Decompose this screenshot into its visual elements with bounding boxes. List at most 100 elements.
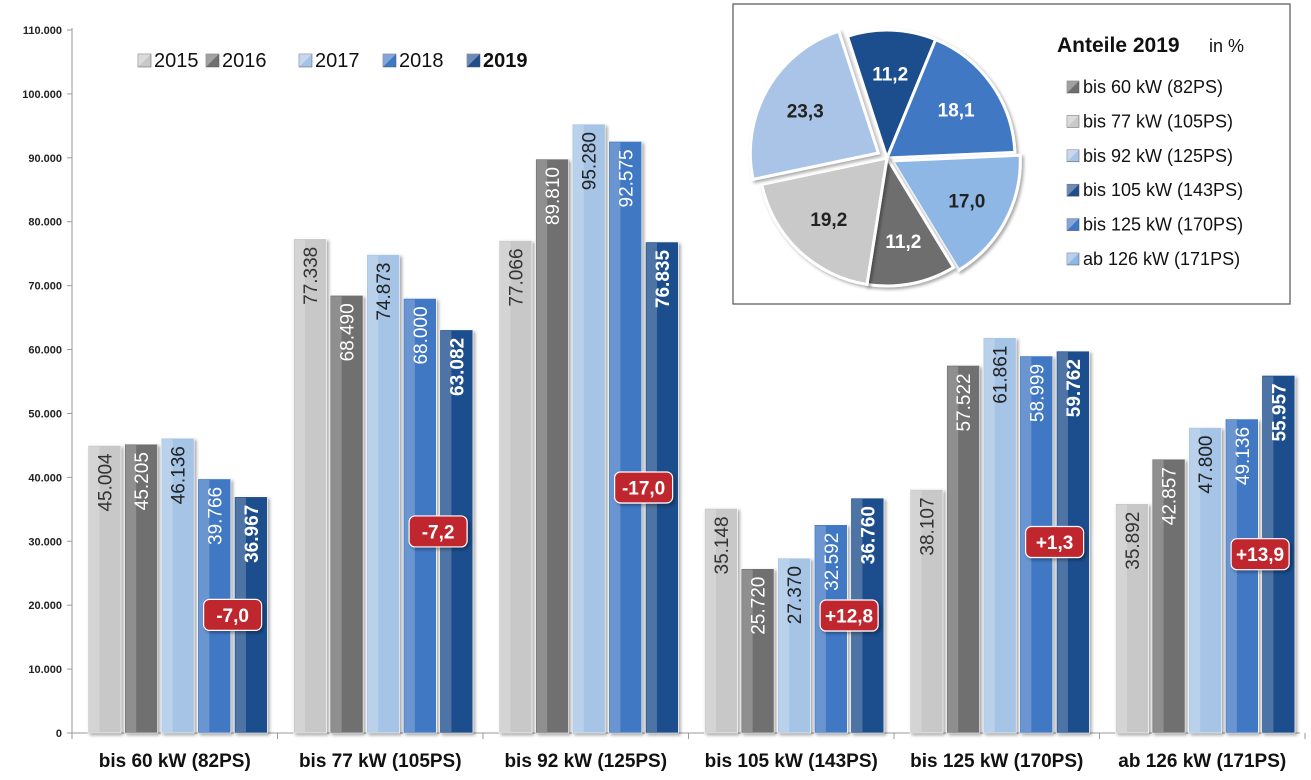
bar-value-label: 49.136 — [1233, 427, 1254, 485]
legend-swatch-shine — [383, 54, 396, 67]
legend-item-2019: 2019 — [466, 50, 528, 72]
pie-slice-6: 17,0 — [889, 153, 1022, 273]
legend-label: 2019 — [483, 50, 528, 72]
bar-value-label: 59.762 — [1064, 359, 1085, 417]
pie-slice-label: 19,2 — [810, 210, 847, 231]
pie-legend-swatch — [1066, 80, 1080, 94]
bar-body — [740, 568, 775, 734]
pie-slice-label: 11,2 — [885, 232, 921, 253]
legend-swatch-shine — [299, 54, 312, 67]
legend-swatch — [466, 53, 481, 68]
legend-swatch — [298, 53, 313, 68]
pie-legend-swatch — [1066, 252, 1080, 266]
pie-slice-2: 19,2 — [759, 156, 889, 287]
change-badge-label: +1,3 — [1036, 533, 1074, 554]
pie-title: Anteile 2019 — [1057, 34, 1180, 57]
y-tick-label: 90.000 — [28, 153, 62, 165]
bar-value-label: 36.967 — [242, 505, 263, 563]
y-tick-label: 70.000 — [28, 281, 62, 293]
bar-body — [160, 437, 195, 734]
bar-highlight — [1116, 504, 1128, 732]
pie-slice-label: 23,3 — [787, 102, 824, 123]
pie-slice-shape — [845, 28, 938, 163]
bar-body — [87, 445, 122, 734]
bar-value-label: 89.810 — [543, 167, 564, 225]
change-badge: +1,3 — [1024, 525, 1085, 559]
bar-2017-1 — [160, 437, 195, 734]
legend-label: 2018 — [399, 50, 444, 72]
bar-2015-4 — [704, 508, 738, 734]
y-axis: 0 10.000 20.000 30.000 40.000 50.000 60.000 70.… — [22, 25, 1306, 740]
legend-swatch-shine — [206, 54, 219, 67]
change-badge-box — [408, 515, 468, 548]
bar-labels-group: 45.004 45.205 46.136 39.766 36.967 77.338 68.4… — [96, 132, 1291, 635]
x-category-label: bis 92 kW (125PS) — [504, 751, 667, 772]
pie-slice-shape — [889, 153, 1022, 273]
bar-value-label: 77.338 — [301, 247, 322, 305]
pie-slice-label: 17,0 — [948, 192, 985, 213]
bar-highlight — [742, 569, 753, 732]
x-category-label: ab 126 kW (171PS) — [1118, 751, 1286, 772]
y-tick-label: 80.000 — [28, 217, 62, 229]
bar-value-label: 46.136 — [169, 446, 190, 504]
bar-body — [1115, 503, 1149, 734]
pie-legend-swatch-shine — [1067, 184, 1079, 197]
pie-legend-label: bis 77 kW (105PS) — [1083, 111, 1233, 131]
legend-item-2015: 2015 — [137, 50, 199, 72]
change-badge: -7,2 — [408, 515, 468, 548]
y-tick-label: 0 — [56, 728, 62, 740]
bar-value-label: 76.835 — [653, 250, 674, 309]
bar-value-label: 58.999 — [1027, 364, 1048, 422]
pie-chart-panel: 11,2 18,1 17,0 11,2 19,2 23,3 Anteile 2019 in %… — [732, 3, 1291, 305]
bar-value-label: 45.004 — [96, 453, 117, 512]
pie-legend-label: bis 105 kW (143PS) — [1083, 180, 1243, 200]
bar-value-label: 45.205 — [132, 452, 153, 510]
change-badge-label: -7,0 — [216, 606, 249, 627]
pie-slice-4: 11,2 — [845, 28, 938, 163]
bar-2016-4 — [740, 568, 775, 734]
pie-slice-1: 11,2 — [865, 153, 956, 288]
pie-slice-shape — [865, 153, 956, 288]
bar-2016-5 — [946, 365, 980, 734]
bar-2017-3 — [571, 123, 606, 734]
bar-highlight — [162, 439, 173, 732]
bar-value-label: 25.720 — [749, 577, 770, 635]
legend-label: 2015 — [154, 50, 199, 72]
bar-2016-3 — [535, 158, 569, 734]
legend-item-2017: 2017 — [298, 50, 360, 72]
bar-value-label: 35.148 — [712, 516, 733, 574]
bar-2018-6 — [1225, 418, 1259, 734]
pie-legend-swatch-shine — [1067, 149, 1079, 162]
pie-title-suffix: in % — [1209, 36, 1244, 56]
x-category-label: bis 105 kW (143PS) — [705, 751, 878, 772]
y-tick-label: 20.000 — [28, 600, 62, 612]
bar-value-label: 36.760 — [858, 506, 879, 564]
bar-body — [946, 365, 980, 734]
bar-2015-3 — [498, 240, 533, 734]
pie-legend-item-3: bis 92 kW (125PS) — [1066, 146, 1233, 166]
bar-highlight — [536, 160, 548, 732]
legend-swatch — [382, 53, 397, 68]
change-badge: +13,9 — [1230, 538, 1290, 571]
bar-2017-4 — [777, 557, 812, 734]
y-tick-label: 30.000 — [28, 536, 62, 548]
bar-2017-5 — [982, 337, 1017, 734]
y-tick-label: 100.000 — [22, 89, 62, 101]
bar-highlight — [911, 490, 922, 732]
pie-legend-label: bis 125 kW (170PS) — [1083, 215, 1243, 235]
bar-highlight — [778, 559, 790, 732]
bar-highlight — [294, 239, 306, 732]
change-badges-group: -7,0 -7,2 -17,0 +12,8 +1,3 +13,9 — [203, 471, 1290, 632]
bar-body — [498, 240, 533, 734]
bar-2015-5 — [909, 489, 944, 734]
bar-body — [704, 508, 738, 734]
pie-legend-item-6: ab 126 kW (171PS) — [1066, 249, 1240, 269]
bar-highlight — [404, 299, 415, 732]
y-tick-label: 60.000 — [28, 345, 62, 357]
y-tick-label: 50.000 — [28, 408, 62, 420]
pie-legend-item-5: bis 125 kW (170PS) — [1066, 215, 1243, 235]
pie-slice-label: 11,2 — [872, 65, 908, 86]
change-badge-box — [203, 598, 263, 631]
bar-highlight — [984, 338, 995, 732]
change-badge-box — [819, 599, 879, 632]
